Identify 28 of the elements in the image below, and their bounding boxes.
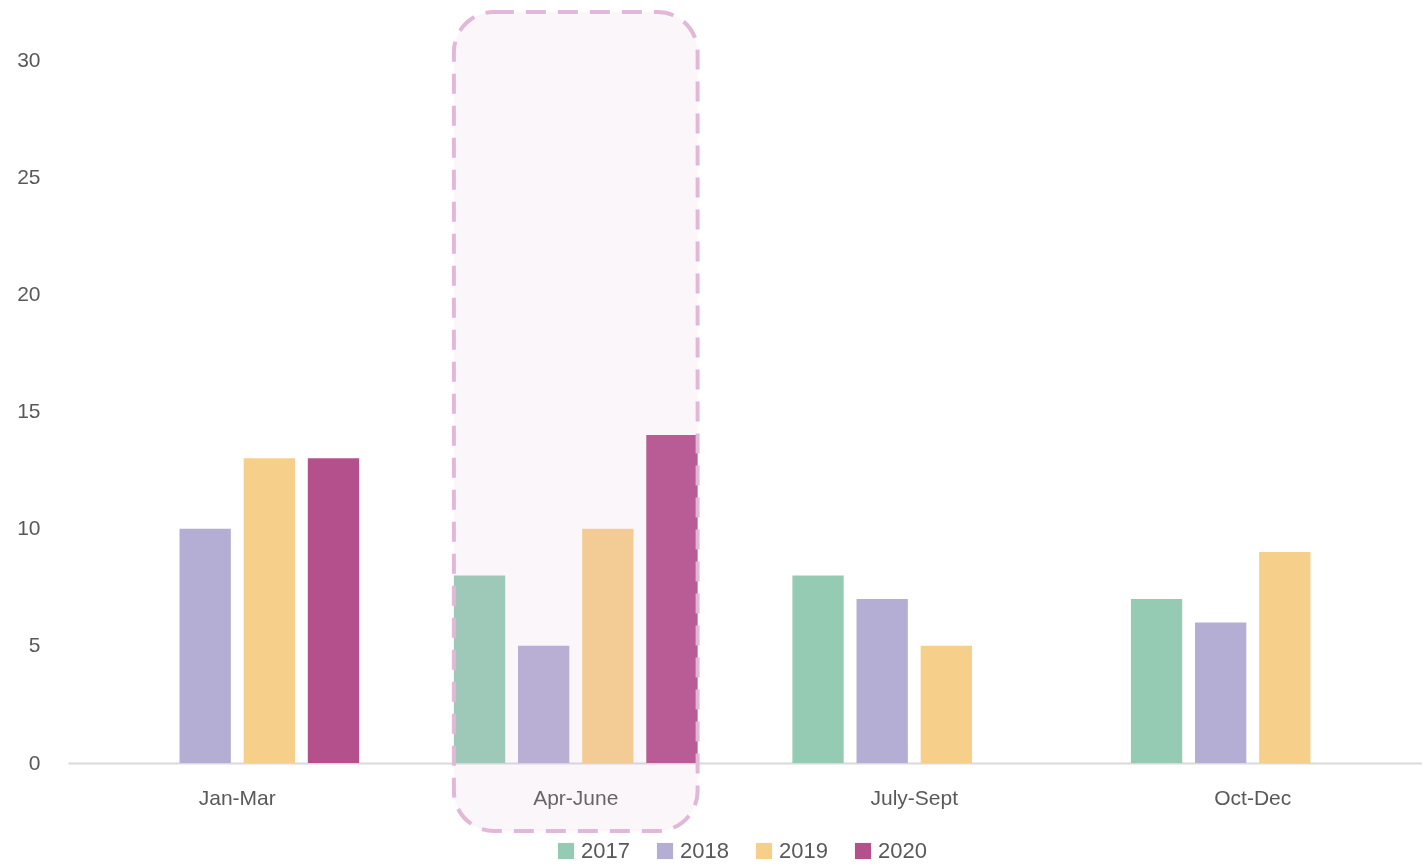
bar	[518, 645, 570, 763]
y-tick-label: 5	[28, 633, 41, 657]
bar	[792, 575, 844, 763]
y-tick-label: 30	[17, 47, 41, 71]
bar	[243, 458, 295, 763]
x-tick-label: Apr-June	[533, 785, 619, 809]
legend-label: 2019	[779, 838, 828, 863]
bar	[307, 458, 360, 763]
bar	[856, 598, 908, 763]
legend-label: 2018	[680, 838, 729, 863]
bar	[1130, 598, 1183, 763]
x-tick-label: Jan-Mar	[198, 785, 276, 809]
bar	[453, 575, 506, 763]
bar	[646, 434, 698, 763]
x-tick-label: July-Sept	[870, 785, 959, 809]
x-tick-label: Oct-Dec	[1214, 785, 1292, 809]
bar	[1195, 622, 1247, 763]
legend-label: 2020	[878, 838, 927, 863]
legend-label: 2017	[581, 838, 630, 863]
y-tick-label: 15	[17, 399, 41, 422]
bar	[582, 528, 634, 763]
y-tick-label: 0	[28, 750, 41, 774]
y-tick-label: 20	[17, 281, 41, 305]
bar	[179, 528, 231, 763]
bar	[920, 645, 972, 763]
y-tick-label: 10	[17, 516, 41, 540]
bar	[1259, 552, 1311, 763]
y-tick-label: 25	[17, 164, 41, 188]
